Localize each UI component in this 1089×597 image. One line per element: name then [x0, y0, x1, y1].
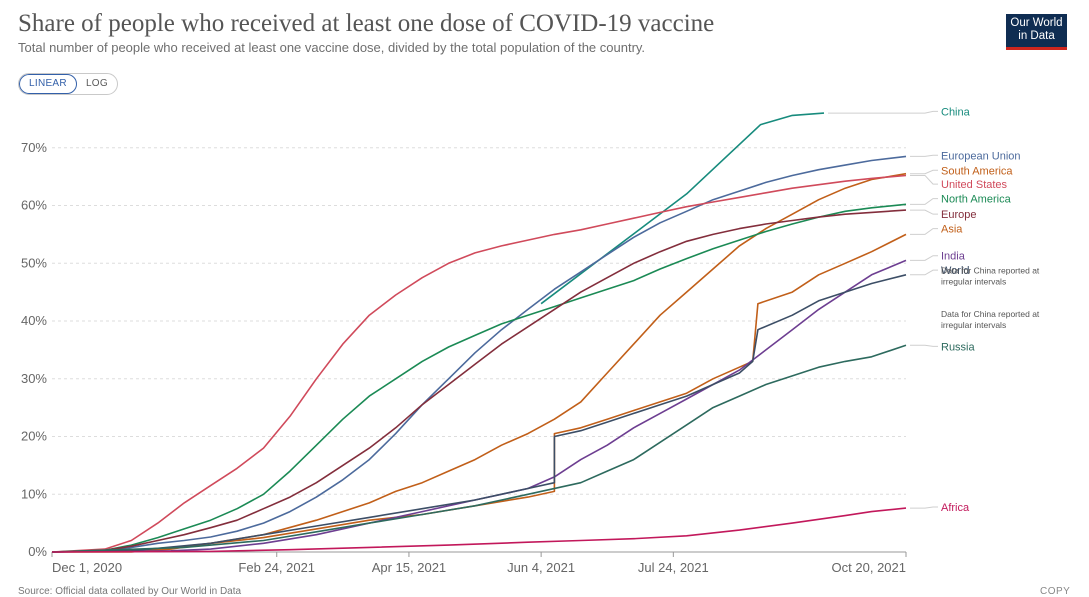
legend-connector	[910, 506, 938, 509]
page-subtitle: Total number of people who received at l…	[18, 40, 646, 55]
x-tick-label: Dec 1, 2020	[52, 560, 122, 575]
scale-toggle: LINEAR LOG	[18, 73, 118, 95]
legend-connector	[910, 174, 938, 185]
x-tick-label: Oct 20, 2021	[832, 560, 906, 575]
x-tick-label: Apr 15, 2021	[372, 560, 446, 575]
y-tick-label: 60%	[21, 198, 47, 213]
x-tick-label: Jun 4, 2021	[507, 560, 575, 575]
series-line-europe[interactable]	[51, 209, 907, 553]
legend-connector	[910, 169, 938, 175]
y-tick-label: 20%	[21, 429, 47, 444]
series-line-asia[interactable]	[51, 233, 907, 553]
legend-connector	[910, 255, 938, 261]
log-scale-button[interactable]: LOG	[85, 78, 108, 89]
x-axis: Dec 1, 2020 Feb 24, 2021 Apr 15, 2021 Jun 4…	[51, 552, 907, 575]
legend-label-united-states[interactable]: United States	[941, 179, 1008, 191]
legend-label-north-america[interactable]: North America	[941, 194, 1012, 206]
owid-logo[interactable]: Our World in Data	[1006, 14, 1067, 50]
linear-scale-button[interactable]: LINEAR	[19, 74, 77, 94]
series-line-russia[interactable]	[51, 344, 907, 553]
series-line-north-america[interactable]	[51, 203, 907, 553]
legend-connector	[910, 198, 938, 205]
x-tick-label: Feb 24, 2021	[238, 560, 315, 575]
y-tick-label: 70%	[21, 140, 47, 155]
logo-line-1: Our World	[1010, 17, 1063, 29]
y-tick-label: 30%	[21, 371, 47, 386]
legend-label-world[interactable]: World	[941, 265, 970, 277]
china-note: Data for China reported at	[941, 309, 1040, 319]
legend-label-european-union[interactable]: European Union	[941, 150, 1021, 162]
logo-line-2: in Data	[1018, 30, 1055, 42]
y-tick-label: 10%	[21, 486, 47, 501]
y-tick-label: 0%	[28, 544, 47, 559]
china-note: Data for China reported at	[941, 266, 1040, 276]
legend-connector	[910, 228, 938, 235]
chart-series	[51, 112, 907, 553]
legend-connector	[910, 154, 938, 157]
series-line-european-union[interactable]	[51, 155, 907, 553]
legend-connector	[828, 110, 938, 114]
y-axis: 0% 10% 20% 30% 40% 50% 60% 70%	[21, 140, 47, 559]
legend-connector	[910, 344, 938, 347]
y-tick-label: 50%	[21, 255, 47, 270]
series-line-united-states[interactable]	[51, 174, 907, 553]
series-line-world[interactable]	[51, 274, 907, 553]
y-tick-label: 40%	[21, 313, 47, 328]
page-title: Share of people who received at least on…	[18, 10, 715, 37]
legend-connector	[910, 209, 938, 215]
legend-label-europe[interactable]: Europe	[941, 209, 976, 221]
china-note: irregular intervals	[941, 320, 1006, 330]
legend-label-south-america[interactable]: South America	[941, 165, 1013, 177]
legend-label-india[interactable]: India	[941, 251, 966, 263]
series-line-africa[interactable]	[51, 507, 907, 553]
legend-label-asia[interactable]: Asia	[941, 224, 963, 236]
chart-legend: China European Union South America United S…	[828, 106, 1040, 514]
source-note: Source: Official data collated by Our Wo…	[18, 586, 242, 597]
series-line-china[interactable]	[540, 112, 825, 305]
series-line-india[interactable]	[51, 259, 907, 553]
series-line-south-america[interactable]	[52, 172, 907, 553]
x-tick-label: Jul 24, 2021	[638, 560, 709, 575]
legend-label-russia[interactable]: Russia	[941, 341, 976, 353]
china-note: irregular intervals	[941, 277, 1006, 287]
legend-connector	[910, 269, 938, 276]
legend-label-africa[interactable]: Africa	[941, 502, 970, 514]
copy-button[interactable]: COPY	[1040, 586, 1071, 597]
legend-label-china[interactable]: China	[941, 106, 971, 118]
